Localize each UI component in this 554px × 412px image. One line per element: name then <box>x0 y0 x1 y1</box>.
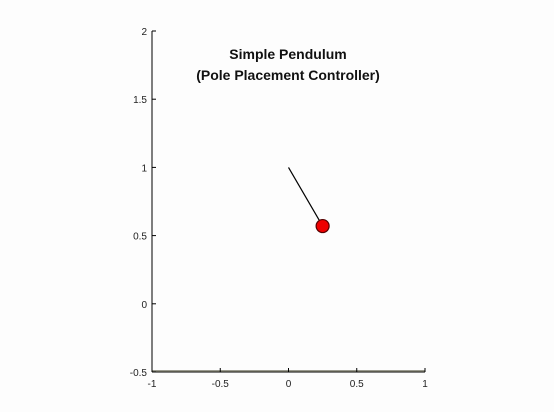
y-tick-label: 0 <box>141 300 147 311</box>
plot-area <box>287 167 330 234</box>
pendulum-rod <box>287 167 324 227</box>
y-tick-label: 2 <box>141 27 147 38</box>
x-tick-label: -1 <box>148 379 157 390</box>
ticks: -1 -0.5 0 0.5 1-0.500.511.52 <box>130 27 428 390</box>
pendulum-bob <box>315 218 330 234</box>
y-tick-label: 1.5 <box>133 95 147 106</box>
x-tick-label: 0.5 <box>350 379 364 390</box>
chart-title: Simple Pendulum <box>229 46 346 62</box>
x-tick-label: 1 <box>422 379 428 390</box>
chart-subtitle: (Pole Placement Controller) <box>196 67 380 83</box>
y-tick-label: -0.5 <box>130 368 148 379</box>
y-tick-label: 0.5 <box>133 232 147 243</box>
x-tick-label: -0.5 <box>212 379 230 390</box>
x-tick-label: 0 <box>286 379 292 390</box>
y-tick-label: 1 <box>141 163 147 174</box>
